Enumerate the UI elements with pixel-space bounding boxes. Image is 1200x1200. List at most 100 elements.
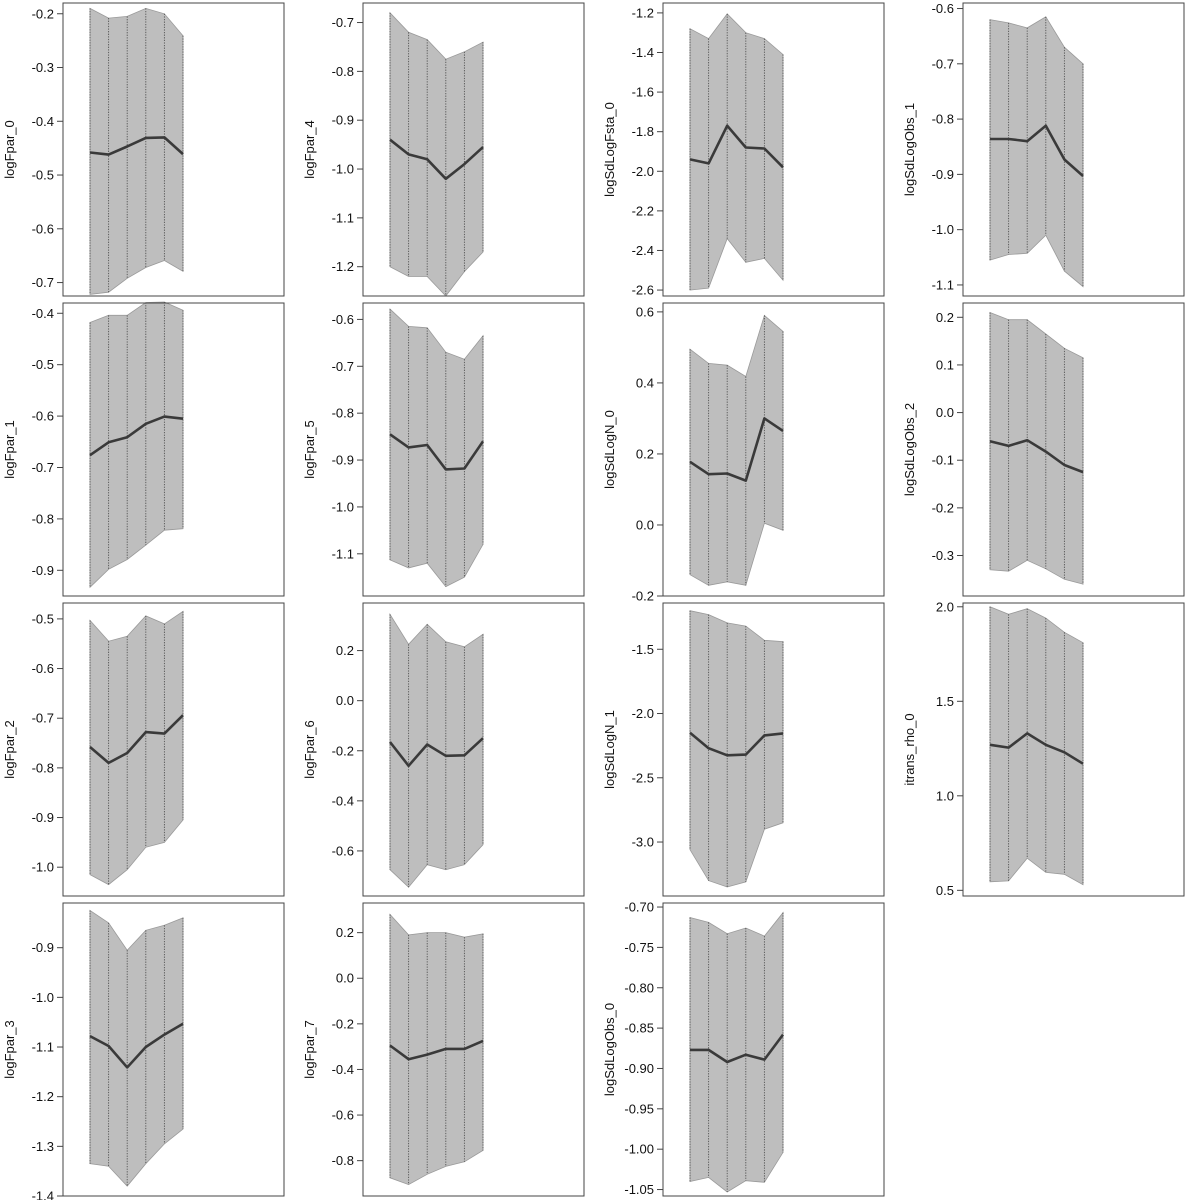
plot-frame xyxy=(962,602,1185,897)
plot-frame xyxy=(362,602,585,897)
interval-band xyxy=(89,610,184,886)
y-tick-label: -0.6 xyxy=(32,661,54,676)
chart-panel: 2.0 1.5 1.0 0.5 itrans_rho_0 xyxy=(902,599,1185,898)
y-axis-label: logSdLogObs_0 xyxy=(602,1003,617,1096)
mean-line xyxy=(689,124,784,169)
mean-line xyxy=(89,136,184,156)
y-tick-label: -0.8 xyxy=(32,760,54,775)
y-tick-label: -0.5 xyxy=(32,611,54,626)
y-tick-label: -0.4 xyxy=(332,793,354,808)
y-tick-label: -0.2 xyxy=(332,1016,354,1031)
y-tick-label: -0.9 xyxy=(32,940,54,955)
plot-frame xyxy=(62,902,285,1197)
y-tick-label: 0.1 xyxy=(936,357,954,372)
y-tick-label: -1.5 xyxy=(632,642,654,657)
chart-panel: -0.9 -1.0 -1.1 -1.2 -1.3 -1.4 logFpar_3 xyxy=(2,902,285,1200)
chart-panel: 0.2 0.0 -0.2 -0.4 -0.6 logFpar_6 xyxy=(302,602,585,897)
y-tick-label: -0.1 xyxy=(932,453,954,468)
y-tick-label: -1.3 xyxy=(32,1139,54,1154)
y-tick-label: -0.2 xyxy=(632,589,654,604)
y-tick-label: 0.5 xyxy=(936,883,954,898)
y-tick-label: -0.2 xyxy=(32,6,54,21)
y-tick-label: -1.1 xyxy=(932,277,954,292)
chart-panel: -0.6 -0.7 -0.8 -0.9 -1.0 -1.1 logSdLogObs_1 xyxy=(902,1,1185,297)
plot-frame xyxy=(362,902,585,1197)
y-axis-label: logFpar_0 xyxy=(2,120,17,179)
y-tick-label: -0.8 xyxy=(32,511,54,526)
y-tick-label: -2.0 xyxy=(632,164,654,179)
y-axis-label: logFpar_1 xyxy=(2,420,17,479)
y-tick-label: -0.80 xyxy=(624,980,654,995)
interval-band xyxy=(89,301,184,589)
mean-line xyxy=(989,438,1084,474)
chart-panel: 0.6 0.4 0.2 0.0 -0.2 logSdLogN_0 xyxy=(602,302,885,604)
y-tick-label: -1.0 xyxy=(32,860,54,875)
y-tick-label: -1.1 xyxy=(32,1040,54,1055)
mean-line xyxy=(389,138,484,181)
y-tick-label: -2.4 xyxy=(632,243,654,258)
mean-line xyxy=(389,1039,484,1061)
y-tick-label: -0.3 xyxy=(932,548,954,563)
y-tick-label: -1.4 xyxy=(632,45,654,60)
chart-panel: -0.5 -0.6 -0.7 -0.8 -0.9 -1.0 logFpar_2 xyxy=(2,602,285,897)
y-axis-label: logSdLogObs_1 xyxy=(902,103,917,196)
y-tick-label: -1.4 xyxy=(32,1189,54,1200)
plot-frame xyxy=(662,902,885,1197)
y-tick-label: -2.0 xyxy=(632,706,654,721)
interval-band xyxy=(989,311,1084,585)
chart-panel: 0.2 0.0 -0.2 -0.4 -0.6 -0.8 logFpar_7 xyxy=(302,902,585,1197)
y-tick-label: -1.8 xyxy=(632,124,654,139)
y-tick-label: -1.0 xyxy=(932,222,954,237)
interval-band xyxy=(389,913,484,1186)
y-tick-label: -0.9 xyxy=(932,167,954,182)
y-tick-label: -1.0 xyxy=(332,162,354,177)
interval-band xyxy=(689,314,784,586)
y-tick-label: 0.2 xyxy=(636,446,654,461)
y-tick-label: -0.3 xyxy=(32,60,54,75)
chart-panel: -0.70 -0.75 -0.80 -0.85 -0.90 -0.95 -1.00 -1.05… xyxy=(602,900,885,1197)
y-tick-label: -0.6 xyxy=(932,1,954,16)
y-tick-label: 1.5 xyxy=(936,694,954,709)
y-tick-label: -1.2 xyxy=(32,1089,54,1104)
mean-line xyxy=(690,1033,785,1064)
mean-line xyxy=(89,1022,184,1069)
y-tick-label: -0.95 xyxy=(624,1101,654,1116)
plot-frame xyxy=(362,302,585,597)
y-tick-label: -0.2 xyxy=(332,743,354,758)
mean-line xyxy=(388,737,484,768)
y-axis-label: logFpar_4 xyxy=(302,120,317,179)
interval-band xyxy=(989,16,1084,288)
interval-band xyxy=(389,308,484,588)
mean-line xyxy=(689,417,784,482)
y-tick-label: -1.2 xyxy=(332,259,354,274)
y-tick-label: -0.9 xyxy=(332,453,354,468)
chart-panel: 0.2 0.1 0.0 -0.1 -0.2 -0.3 logSdLogObs_2 xyxy=(902,302,1185,597)
y-tick-label: -0.4 xyxy=(32,114,54,129)
y-axis-label: logFpar_3 xyxy=(2,1020,17,1079)
y-axis-label: logFpar_2 xyxy=(2,720,17,779)
y-axis-label: logSdLogN_0 xyxy=(602,410,617,489)
y-tick-label: -0.9 xyxy=(32,563,54,578)
y-tick-label: -0.7 xyxy=(932,56,954,71)
y-tick-label: -0.9 xyxy=(32,810,54,825)
interval-band xyxy=(689,610,784,888)
y-axis-label: logFpar_6 xyxy=(302,720,317,779)
y-tick-label: 0.2 xyxy=(336,643,354,658)
y-tick-label: -0.6 xyxy=(332,312,354,327)
y-tick-label: -1.6 xyxy=(632,85,654,100)
y-tick-label: -1.05 xyxy=(624,1182,654,1197)
plot-frame xyxy=(962,302,1185,597)
y-tick-label: -0.8 xyxy=(332,406,354,421)
plot-frame xyxy=(662,602,885,897)
y-tick-label: -0.7 xyxy=(332,359,354,374)
plot-frame xyxy=(62,302,285,597)
y-tick-label: -0.6 xyxy=(32,409,54,424)
y-tick-label: -0.5 xyxy=(32,357,54,372)
y-tick-label: -1.0 xyxy=(332,499,354,514)
y-tick-label: -0.6 xyxy=(332,843,354,858)
y-tick-label: -0.6 xyxy=(32,221,54,236)
y-tick-label: 0.6 xyxy=(636,304,654,319)
y-tick-label: -0.8 xyxy=(332,1153,354,1168)
y-tick-label: -2.5 xyxy=(632,770,654,785)
